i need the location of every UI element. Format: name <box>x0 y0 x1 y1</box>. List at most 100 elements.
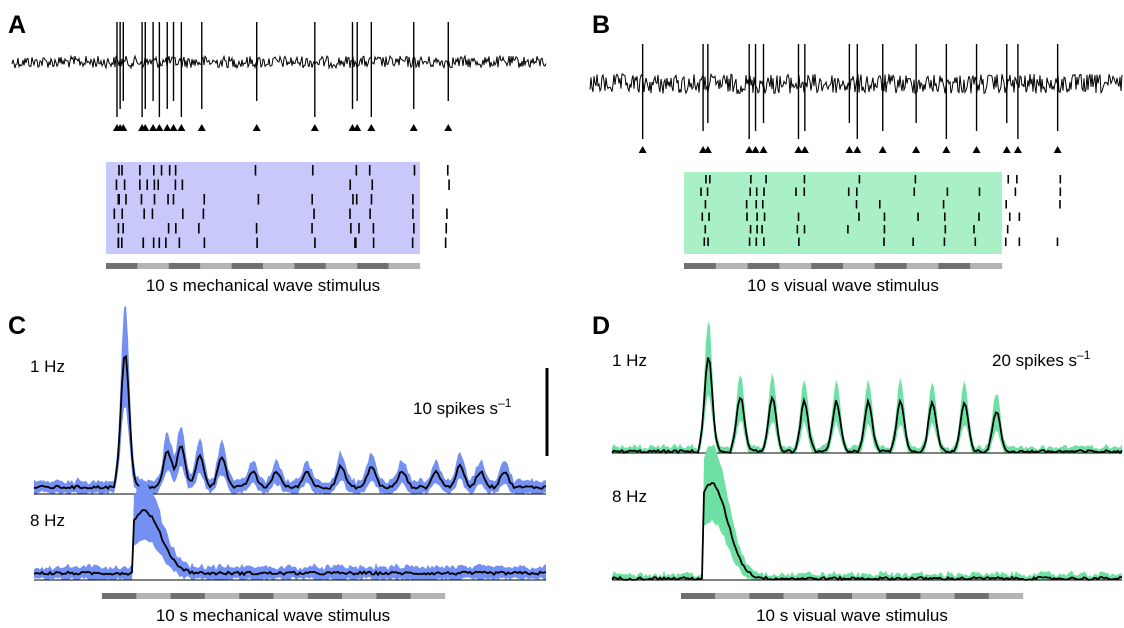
stimulus-segment <box>137 263 169 269</box>
stimulus-segment <box>170 593 206 599</box>
stimulus-bar-d <box>681 593 1024 599</box>
stimulus-segment <box>817 593 853 599</box>
panel-label-d: D <box>592 312 610 340</box>
psth-mean-line <box>33 354 546 491</box>
caption-c: 10 s mechanical wave stimulus <box>156 606 390 625</box>
panel-label-b: B <box>592 11 610 39</box>
stimulus-segment <box>102 593 137 599</box>
stimulus-segment <box>410 593 446 599</box>
scale-label-c: 10 spikes s–1 <box>413 396 512 418</box>
panel-d-psth: 1 Hz 8 Hz 20 spikes s–1 10 s visual wave… <box>611 321 1123 625</box>
psth-mean-line <box>611 481 1123 582</box>
raster-ticks-mechanical <box>113 165 450 248</box>
stimulus-shade-visual <box>684 172 1002 254</box>
spike-markers-visual <box>638 146 1062 153</box>
raster-ticks-visual <box>700 175 1062 246</box>
spike-marker-icon <box>912 146 921 153</box>
panel-b-raster: 10 s visual wave stimulus <box>589 44 1123 295</box>
psth-mechanical-1hz <box>33 305 546 495</box>
stimulus-segment <box>231 263 264 269</box>
voltage-trace-mechanical <box>11 22 547 117</box>
psth-visual-8hz <box>611 444 1123 582</box>
stimulus-shade-mechanical <box>106 162 420 254</box>
scale-label-d: 20 spikes s–1 <box>992 348 1091 370</box>
spike-marker-icon <box>163 124 172 131</box>
stimulus-segment <box>843 263 875 269</box>
spike-marker-icon <box>177 124 186 131</box>
stimulus-segment <box>106 263 138 269</box>
psth-mean-line <box>611 357 1123 455</box>
stimulus-segment <box>307 593 343 599</box>
spike-marker-icon <box>252 124 261 131</box>
trace-noise <box>11 54 547 70</box>
stimulus-segment <box>783 593 818 599</box>
stimulus-segment <box>954 593 989 599</box>
stimulus-segment <box>204 593 240 599</box>
spike-marker-icon <box>1002 146 1011 153</box>
spike-marker-icon <box>703 146 712 153</box>
psth-error-band <box>612 321 1122 453</box>
stimulus-bar-c <box>102 593 446 599</box>
stimulus-segment <box>681 593 716 599</box>
spike-marker-icon <box>409 124 418 131</box>
spike-marker-icon <box>845 146 854 153</box>
stimulus-bar-mechanical <box>106 263 421 269</box>
spike-marker-icon <box>169 124 178 131</box>
stimulus-segment <box>874 263 907 269</box>
stimulus-bar-visual <box>684 263 1003 269</box>
stimulus-segment <box>325 263 358 269</box>
stimulus-segment <box>200 263 232 269</box>
panel-label-c: C <box>8 312 26 340</box>
stimulus-segment <box>852 593 887 599</box>
spike-markers-mechanical <box>112 124 453 131</box>
row-label-d-1hz: 1 Hz <box>612 351 647 370</box>
caption-b: 10 s visual wave stimulus <box>747 276 939 295</box>
stimulus-segment <box>747 263 780 269</box>
spike-marker-icon <box>353 124 362 131</box>
spike-marker-icon <box>972 146 981 153</box>
psth-error-band <box>34 480 546 580</box>
spike-marker-icon <box>800 146 809 153</box>
spike-marker-icon <box>751 146 760 153</box>
panel-c-psth: 1 Hz 8 Hz 10 spikes s–1 10 s mechanical … <box>30 305 549 625</box>
spike-marker-icon <box>119 124 128 131</box>
psth-mean-line <box>33 509 547 577</box>
spike-marker-icon <box>1013 146 1022 153</box>
stimulus-segment <box>376 593 411 599</box>
stimulus-segment <box>938 263 971 269</box>
stimulus-segment <box>357 263 389 269</box>
stimulus-segment <box>988 593 1024 599</box>
spike-marker-icon <box>759 146 768 153</box>
spike-marker-icon <box>155 124 164 131</box>
panel-label-a: A <box>8 11 26 39</box>
stimulus-segment <box>749 593 784 599</box>
caption-d: 10 s visual wave stimulus <box>756 606 948 625</box>
stimulus-segment <box>136 593 171 599</box>
stimulus-segment <box>886 593 921 599</box>
spike-marker-icon <box>638 146 647 153</box>
spike-marker-icon <box>197 124 206 131</box>
psth-mechanical-8hz <box>33 480 547 581</box>
spike-marker-icon <box>878 146 887 153</box>
stimulus-segment <box>273 593 308 599</box>
psth-error-band <box>612 444 1122 580</box>
voltage-trace-visual <box>589 44 1123 139</box>
stimulus-segment <box>715 263 748 269</box>
psth-visual-1hz <box>611 321 1123 455</box>
caption-a: 10 s mechanical wave stimulus <box>146 276 380 295</box>
spike-marker-icon <box>444 124 453 131</box>
stimulus-segment <box>263 263 295 269</box>
panel-a-raster: 10 s mechanical wave stimulus <box>11 22 547 295</box>
spike-marker-icon <box>853 146 862 153</box>
spike-marker-icon <box>141 124 150 131</box>
spike-marker-icon <box>1053 146 1062 153</box>
spike-marker-icon <box>149 124 158 131</box>
stimulus-segment <box>906 263 939 269</box>
stimulus-segment <box>811 263 844 269</box>
stimulus-segment <box>970 263 1003 269</box>
stimulus-segment <box>715 593 750 599</box>
stimulus-segment <box>920 593 955 599</box>
trace-noise <box>589 72 1123 95</box>
stimulus-segment <box>239 593 274 599</box>
